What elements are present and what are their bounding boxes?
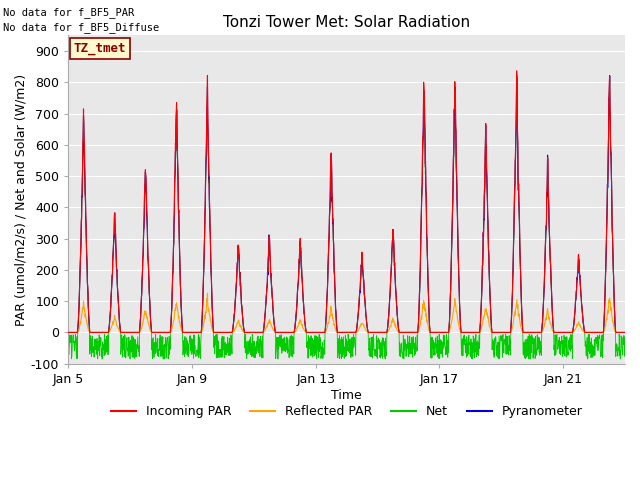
Text: No data for f_BF5_Diffuse: No data for f_BF5_Diffuse	[3, 22, 159, 33]
Text: No data for f_BF5_PAR: No data for f_BF5_PAR	[3, 7, 134, 18]
Title: Tonzi Tower Met: Solar Radiation: Tonzi Tower Met: Solar Radiation	[223, 15, 470, 30]
Text: TZ_tmet: TZ_tmet	[74, 42, 126, 55]
X-axis label: Time: Time	[332, 388, 362, 402]
Legend: Incoming PAR, Reflected PAR, Net, Pyranometer: Incoming PAR, Reflected PAR, Net, Pyrano…	[106, 400, 588, 423]
Y-axis label: PAR (umol/m2/s) / Net and Solar (W/m2): PAR (umol/m2/s) / Net and Solar (W/m2)	[15, 73, 28, 325]
